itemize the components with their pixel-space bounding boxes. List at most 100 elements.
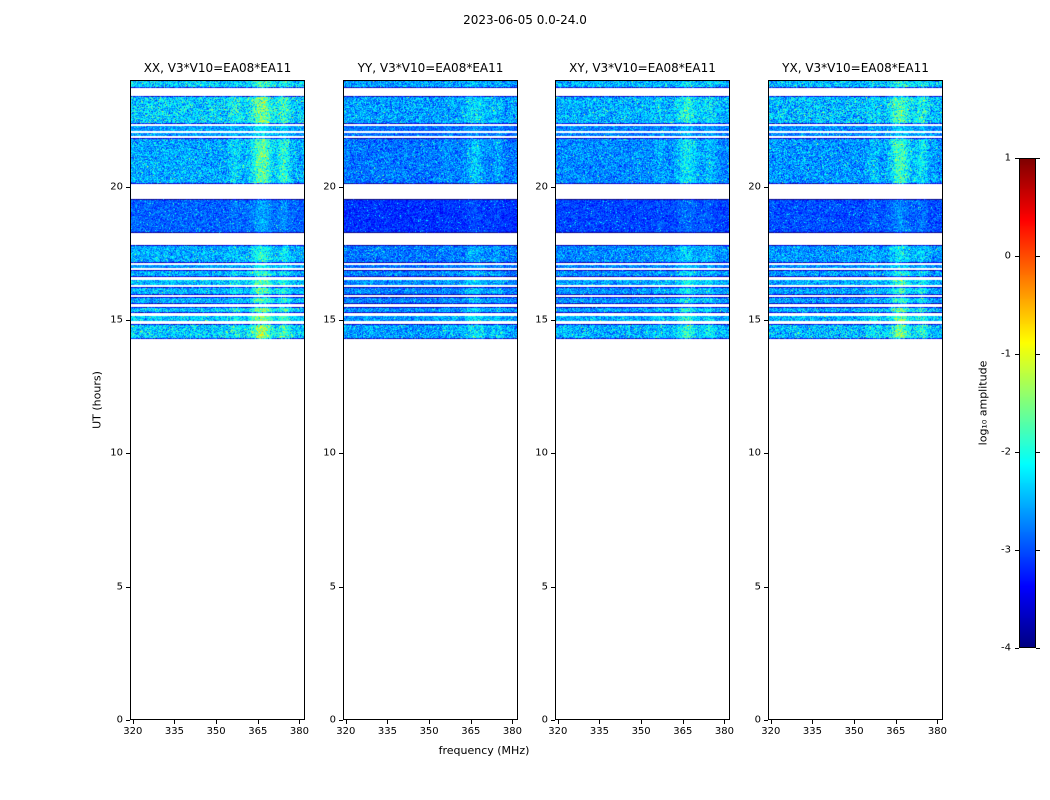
x-tick-label: 365 [461, 726, 481, 737]
y-tick-label: 20 [110, 181, 123, 193]
y-tick-label: 0 [116, 714, 123, 726]
x-tick-label: 380 [289, 726, 309, 737]
x-tick-label: 335 [802, 726, 822, 737]
colorbar-tick-mark [1036, 452, 1040, 453]
colorbar-tick-mark [1015, 354, 1019, 355]
y-tick-mark [126, 453, 130, 455]
y-tick-label: 0 [329, 714, 336, 726]
figure-title: 2023-06-05 0.0-24.0 [463, 13, 587, 27]
x-tick-label: 320 [336, 726, 356, 737]
y-tick-label: 15 [535, 314, 548, 326]
x-tick-mark [557, 720, 559, 724]
colorbar-label: log₁₀ amplitude [976, 360, 990, 446]
y-tick-label: 5 [754, 581, 761, 593]
colorbar-tick-label: -2 [1001, 446, 1011, 458]
x-tick-mark [812, 720, 814, 724]
y-tick-label: 10 [110, 447, 123, 459]
y-tick-mark [551, 586, 555, 588]
panel-title-yx: YX, V3*V10=EA08*EA11 [782, 61, 929, 75]
colorbar-tick-label: -4 [1001, 642, 1011, 654]
x-tick-mark [299, 720, 301, 724]
y-tick-label: 15 [323, 314, 336, 326]
x-tick-mark [387, 720, 389, 724]
y-tick-label: 15 [748, 314, 761, 326]
y-tick-label: 10 [535, 447, 548, 459]
colorbar-tick-mark [1036, 158, 1040, 159]
spectrogram-canvas-yx [768, 80, 943, 720]
y-tick-mark [339, 453, 343, 455]
y-tick-mark [339, 720, 343, 721]
y-tick-label: 20 [748, 181, 761, 193]
y-tick-mark [764, 720, 768, 721]
x-tick-mark [216, 720, 218, 724]
y-tick-mark [339, 320, 343, 321]
y-tick-mark [339, 186, 343, 188]
spectrogram-canvas-xx [130, 80, 305, 720]
x-tick-mark [682, 720, 684, 724]
x-tick-mark [257, 720, 259, 724]
y-tick-mark [126, 586, 130, 588]
colorbar-tick-mark [1015, 158, 1019, 159]
x-tick-mark [724, 720, 726, 724]
y-tick-mark [764, 453, 768, 455]
x-tick-label: 335 [164, 726, 184, 737]
y-tick-mark [339, 586, 343, 588]
panel-yy: YY, V3*V10=EA08*EA11 320 335 350 365 380 0 5 10… [323, 61, 522, 737]
y-tick-mark [126, 320, 130, 321]
colorbar-tick-mark [1036, 256, 1040, 257]
y-tick-label: 0 [541, 714, 548, 726]
y-tick-label: 10 [748, 447, 761, 459]
x-tick-mark [937, 720, 939, 724]
y-tick-mark [551, 320, 555, 321]
colorbar-tick-mark [1036, 648, 1040, 649]
x-tick-label: 365 [673, 726, 693, 737]
y-tick-label: 15 [110, 314, 123, 326]
colorbar-gradient [1019, 158, 1036, 648]
colorbar-tick-label: -3 [1001, 544, 1011, 556]
y-tick-mark [764, 186, 768, 188]
y-axis-label: UT (hours) [90, 371, 104, 429]
colorbar-tick-mark [1036, 354, 1040, 355]
x-tick-mark [132, 720, 134, 724]
x-tick-mark [470, 720, 472, 724]
x-tick-label: 365 [248, 726, 268, 737]
colorbar: log₁₀ amplitude 1 0 -1 -2 -3 -4 [977, 153, 1040, 654]
y-tick-label: 5 [116, 581, 123, 593]
spectrogram-canvas-xy [555, 80, 730, 720]
colorbar-tick-mark [1015, 452, 1019, 453]
x-tick-label: 350 [206, 726, 226, 737]
x-tick-label: 335 [377, 726, 397, 737]
x-tick-mark [770, 720, 772, 724]
x-tick-mark [641, 720, 643, 724]
y-tick-label: 20 [323, 181, 336, 193]
x-tick-mark [854, 720, 856, 724]
colorbar-tick-mark [1015, 648, 1019, 649]
colorbar-tick-label: 1 [1004, 152, 1011, 164]
spectrogram-canvas-yy [343, 80, 518, 720]
panel-title-xy: XY, V3*V10=EA08*EA11 [569, 61, 716, 75]
y-tick-mark [551, 186, 555, 188]
y-tick-mark [551, 453, 555, 455]
y-tick-label: 0 [754, 714, 761, 726]
x-tick-label: 380 [714, 726, 734, 737]
x-tick-label: 350 [419, 726, 439, 737]
panel-title-yy: YY, V3*V10=EA08*EA11 [357, 61, 504, 75]
colorbar-tick-label: 0 [1004, 250, 1011, 262]
x-tick-label: 320 [123, 726, 143, 737]
x-tick-label: 320 [761, 726, 781, 737]
colorbar-tick-mark [1036, 550, 1040, 551]
y-tick-label: 5 [329, 581, 336, 593]
x-tick-mark [895, 720, 897, 724]
colorbar-tick-label: -1 [1001, 348, 1011, 360]
y-tick-mark [764, 320, 768, 321]
y-tick-label: 20 [535, 181, 548, 193]
panel-xy: XY, V3*V10=EA08*EA11 320 335 350 365 380 0 5 10… [535, 61, 734, 737]
x-tick-mark [174, 720, 176, 724]
panel-title-xx: XX, V3*V10=EA08*EA11 [143, 61, 292, 75]
x-tick-label: 335 [589, 726, 609, 737]
x-tick-label: 365 [886, 726, 906, 737]
y-tick-mark [764, 586, 768, 588]
colorbar-tick-mark [1015, 550, 1019, 551]
panel-xx: XX, V3*V10=EA08*EA11 320 335 350 365 380 0 5 10… [110, 61, 309, 737]
